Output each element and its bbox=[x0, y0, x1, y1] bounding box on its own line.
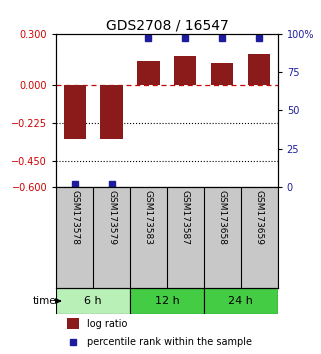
Bar bbox=[137, 61, 160, 85]
Text: percentile rank within the sample: percentile rank within the sample bbox=[87, 337, 252, 348]
Title: GDS2708 / 16547: GDS2708 / 16547 bbox=[106, 18, 228, 33]
Bar bbox=[204, 288, 278, 314]
Bar bbox=[67, 319, 79, 329]
Text: 6 h: 6 h bbox=[84, 296, 102, 306]
Text: GSM173578: GSM173578 bbox=[70, 190, 79, 245]
Text: GSM173579: GSM173579 bbox=[107, 190, 116, 245]
Text: GSM173659: GSM173659 bbox=[255, 190, 264, 245]
Bar bbox=[211, 63, 233, 85]
Text: GSM173587: GSM173587 bbox=[181, 190, 190, 245]
Bar bbox=[56, 288, 130, 314]
Text: GSM173583: GSM173583 bbox=[144, 190, 153, 245]
Bar bbox=[248, 54, 270, 85]
Text: 24 h: 24 h bbox=[228, 296, 253, 306]
Text: log ratio: log ratio bbox=[87, 319, 127, 329]
Bar bbox=[100, 85, 123, 139]
Bar bbox=[130, 288, 204, 314]
Bar bbox=[64, 85, 86, 139]
Text: GSM173658: GSM173658 bbox=[218, 190, 227, 245]
Bar bbox=[174, 56, 196, 85]
Text: 12 h: 12 h bbox=[154, 296, 179, 306]
Text: time: time bbox=[32, 296, 56, 306]
